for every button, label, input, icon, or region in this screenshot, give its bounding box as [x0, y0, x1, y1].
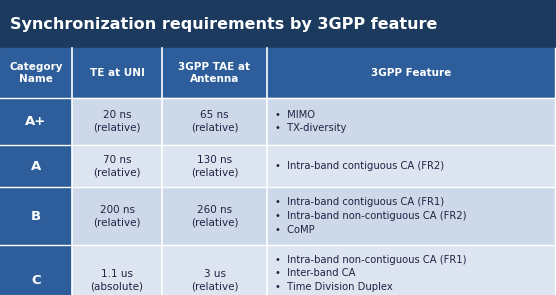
- Bar: [0, 187, 72, 245]
- Text: 260 ns
(relative): 260 ns (relative): [191, 205, 239, 227]
- Bar: [0, 0, 556, 48]
- Text: 20 ns
(relative): 20 ns (relative): [93, 110, 141, 133]
- Bar: [162, 48, 267, 98]
- Bar: [72, 98, 162, 145]
- Text: B: B: [31, 209, 41, 222]
- Text: 70 ns
(relative): 70 ns (relative): [93, 155, 141, 177]
- Text: C: C: [31, 273, 41, 286]
- Text: Synchronization requirements by 3GPP feature: Synchronization requirements by 3GPP fea…: [10, 17, 438, 32]
- Bar: [0, 245, 72, 295]
- Bar: [0, 145, 72, 187]
- Bar: [72, 187, 162, 245]
- Text: 3 us
(relative): 3 us (relative): [191, 269, 239, 291]
- Text: •  MIMO
•  TX-diversity: • MIMO • TX-diversity: [275, 110, 346, 133]
- Bar: [0, 48, 72, 98]
- Text: 130 ns
(relative): 130 ns (relative): [191, 155, 239, 177]
- Text: 200 ns
(relative): 200 ns (relative): [93, 205, 141, 227]
- Text: •  Intra-band contiguous CA (FR1)
•  Intra-band non-contiguous CA (FR2)
•  CoMP: • Intra-band contiguous CA (FR1) • Intra…: [275, 197, 466, 235]
- Bar: [267, 245, 556, 295]
- Bar: [162, 245, 267, 295]
- Bar: [162, 145, 267, 187]
- Text: TE at UNI: TE at UNI: [90, 68, 145, 78]
- Bar: [267, 48, 556, 98]
- Bar: [72, 48, 162, 98]
- Bar: [72, 145, 162, 187]
- Text: 3GPP Feature: 3GPP Feature: [371, 68, 451, 78]
- Bar: [267, 145, 556, 187]
- Bar: [267, 98, 556, 145]
- Text: A+: A+: [26, 115, 47, 128]
- Bar: [0, 98, 72, 145]
- Bar: [162, 187, 267, 245]
- Text: 3GPP TAE at
Antenna: 3GPP TAE at Antenna: [178, 62, 251, 84]
- Text: •  Intra-band non-contiguous CA (FR1)
•  Inter-band CA
•  Time Division Duplex
•: • Intra-band non-contiguous CA (FR1) • I…: [275, 255, 466, 295]
- Text: Category
Name: Category Name: [9, 62, 63, 84]
- Bar: [162, 98, 267, 145]
- Text: •  Intra-band contiguous CA (FR2): • Intra-band contiguous CA (FR2): [275, 161, 444, 171]
- Text: 1.1 us
(absolute): 1.1 us (absolute): [91, 269, 143, 291]
- Text: A: A: [31, 160, 41, 173]
- Text: 65 ns
(relative): 65 ns (relative): [191, 110, 239, 133]
- Bar: [72, 245, 162, 295]
- Bar: [267, 187, 556, 245]
